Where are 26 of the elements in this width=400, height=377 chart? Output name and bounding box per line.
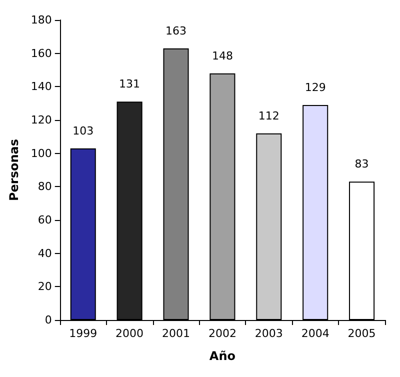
y-tick-label: 140 <box>30 80 52 94</box>
x-axis-title: Año <box>209 349 236 363</box>
x-tick-label: 1999 <box>69 327 98 340</box>
y-tick-label: 160 <box>30 46 52 60</box>
x-tick-label: 2004 <box>301 327 330 340</box>
x-tick-label: 2003 <box>254 327 283 340</box>
y-tick-label: 180 <box>30 14 52 26</box>
y-tick-label: 80 <box>38 180 52 194</box>
data-label: 148 <box>212 49 233 62</box>
y-tick-label: 0 <box>44 314 52 326</box>
data-label: 163 <box>166 24 187 38</box>
data-label: 129 <box>304 81 326 94</box>
y-tick-label: 20 <box>38 280 52 294</box>
data-label: 83 <box>354 158 369 171</box>
x-tick-label: 2002 <box>208 327 236 340</box>
y-tick-label: 120 <box>30 114 52 126</box>
data-label: 112 <box>258 109 280 122</box>
y-tick-label: 100 <box>30 146 52 160</box>
data-label: 131 <box>119 78 140 91</box>
y-tick-label: 60 <box>38 214 52 226</box>
x-tick-label: 2001 <box>162 327 190 340</box>
y-axis-title: Personas <box>7 138 21 202</box>
x-tick-label: 2000 <box>116 327 144 340</box>
data-label: 103 <box>72 124 94 138</box>
x-tick-label: 2005 <box>348 327 376 340</box>
y-tick-label: 40 <box>38 246 52 260</box>
